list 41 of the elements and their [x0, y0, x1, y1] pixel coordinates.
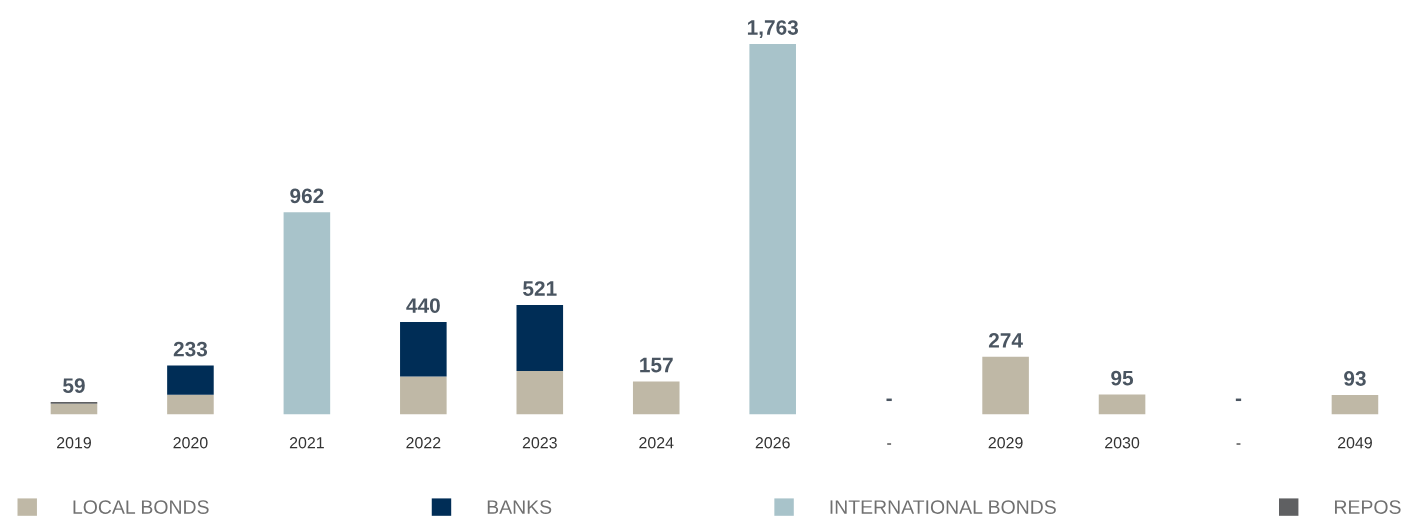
- legend-label: BANKS: [487, 500, 552, 514]
- total-label: 440: [406, 298, 440, 313]
- text: -: [886, 398, 892, 402]
- data-label: 274: [988, 333, 1023, 348]
- bar: [50, 403, 98, 415]
- bar: [1098, 394, 1146, 415]
- bar: [167, 394, 214, 415]
- bar: [400, 376, 447, 415]
- bar: [632, 381, 680, 415]
- data-label: 93: [1344, 371, 1366, 386]
- total-label: 233: [173, 341, 208, 357]
- legend-label: INTERNATIONAL BONDS: [830, 500, 1056, 514]
- total-label: 521: [523, 281, 557, 296]
- total-label: 59: [63, 378, 85, 394]
- x-tick-label: 2022: [406, 437, 441, 449]
- x-tick-label: 2024: [639, 437, 674, 449]
- x-tick-label: 2019: [57, 437, 91, 449]
- bar: [982, 356, 1029, 415]
- bar: [283, 212, 331, 415]
- text: -: [1235, 398, 1242, 402]
- x-tick-label: 2023: [522, 437, 557, 449]
- bar: [516, 304, 564, 371]
- x-tick-label: 2021: [289, 437, 324, 449]
- bar: [167, 365, 214, 395]
- x-tick-label: 2030: [1105, 437, 1140, 449]
- data-label: 1,763: [747, 20, 799, 38]
- data-label: 962: [290, 188, 324, 204]
- bar: [400, 321, 447, 377]
- x-tick-label: 2049: [1337, 437, 1372, 449]
- x-tick-label: -: [1236, 443, 1241, 445]
- legend-label: LOCAL BONDS: [73, 500, 209, 514]
- legend-label: REPOS: [1335, 500, 1401, 514]
- data-label: 157: [640, 357, 673, 373]
- x-tick-label: 2020: [173, 437, 208, 449]
- data-label: 95: [1111, 370, 1134, 386]
- bar: [1331, 394, 1379, 415]
- x-tick-label: -: [887, 443, 892, 445]
- bar: [749, 43, 796, 415]
- x-tick-label: 2026: [755, 437, 790, 449]
- x-tick-label: 2029: [988, 437, 1023, 449]
- bar: [516, 370, 564, 415]
